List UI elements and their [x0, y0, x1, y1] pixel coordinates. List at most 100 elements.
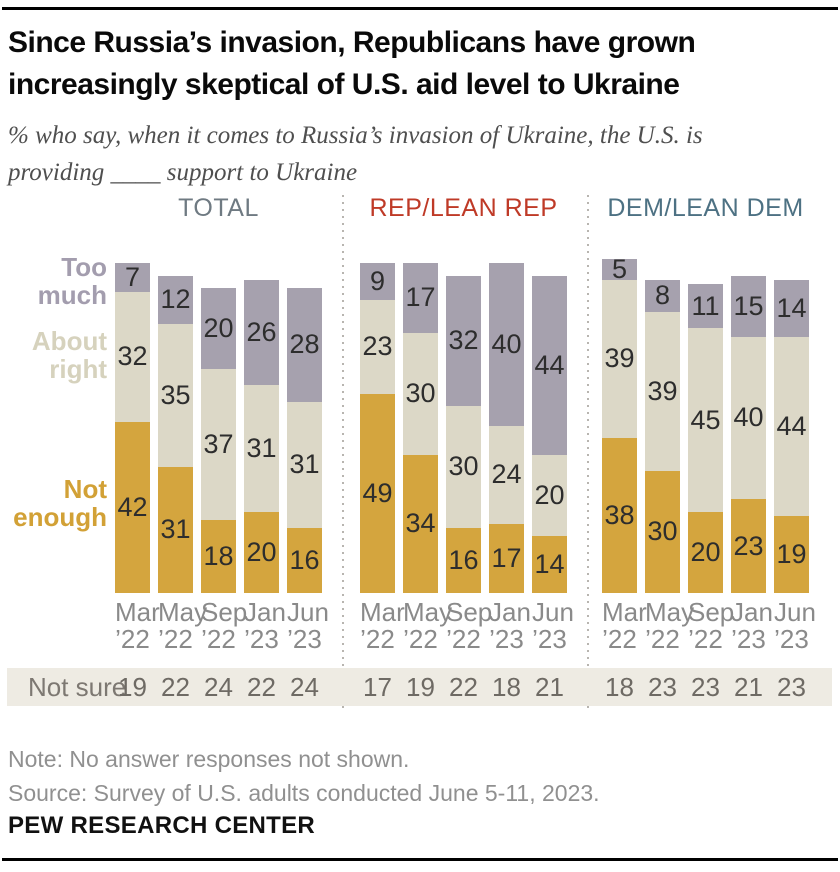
month-label: Mar ’22: [360, 597, 405, 654]
chart-area: Too much About right Not enough TOTAL 7 3…: [0, 195, 840, 655]
segment-value: 20: [246, 536, 277, 567]
panel-dem-bars: 5 39 38 8 39 30 11 45 20 15 40 23 14 44 19: [602, 225, 809, 593]
segment-not-enough: 30: [645, 470, 680, 593]
month-label: May ’22: [158, 597, 208, 654]
segment-not-enough: 14: [532, 536, 567, 593]
panel-rep-header: REP/LEAN REP: [369, 194, 558, 222]
segment-value: 12: [160, 284, 191, 315]
segment-value: 26: [246, 317, 277, 348]
segment-value: 19: [776, 538, 807, 569]
stacked-bar: 11 45 20: [688, 283, 723, 593]
segment-too-much: 40: [489, 263, 524, 427]
dotted-divider-1: [342, 195, 344, 709]
top-rule: [2, 7, 838, 10]
page-title-line-2: increasingly skeptical of U.S. aid level…: [8, 68, 680, 101]
segment-value: 31: [289, 449, 320, 480]
month-label: May ’22: [403, 597, 453, 654]
segment-too-much: 8: [645, 279, 680, 313]
month-label: Sep ’22: [201, 597, 248, 654]
stacked-bar: 5 39 38: [602, 255, 637, 593]
not-sure-value: 24: [204, 672, 233, 702]
segment-not-enough: 42: [115, 422, 150, 593]
segment-about-right: 31: [287, 401, 322, 528]
segment-value: 24: [491, 459, 522, 490]
segment-value: 15: [733, 290, 764, 321]
not-sure-value: 21: [535, 672, 564, 702]
not-sure-value: 24: [290, 672, 319, 702]
segment-value: 44: [776, 410, 807, 441]
month-label: Sep ’22: [446, 597, 493, 654]
not-sure-value: 22: [247, 672, 276, 702]
segment-not-enough: 17: [489, 523, 524, 593]
header: Since Russia’s invasion, Republicans hav…: [8, 22, 836, 191]
segment-about-right: 30: [403, 332, 438, 455]
category-label-gutter: Too much About right Not enough: [0, 195, 107, 655]
segment-not-enough: 16: [287, 527, 322, 593]
segment-not-enough: 49: [360, 393, 395, 593]
segment-about-right: 24: [489, 426, 524, 524]
month-label: May ’22: [645, 597, 695, 654]
segment-too-much: 12: [158, 275, 193, 325]
panel-total-bars: 7 32 42 12 35 31 20 37 18 26 31 20 28 31 16: [115, 225, 322, 593]
note-text: Note: No answer responses not shown.: [8, 746, 410, 772]
segment-too-much: 17: [403, 263, 438, 333]
segment-value: 11: [691, 290, 720, 321]
segment-too-much: 32: [446, 275, 481, 406]
segment-value: 5: [611, 253, 628, 284]
segment-value: 20: [690, 536, 721, 567]
month-label: Jun ’23: [287, 597, 329, 654]
segment-too-much: 28: [287, 287, 322, 402]
panel-dem-header: DEM/LEAN DEM: [607, 194, 804, 222]
panel-rep: REP/LEAN REP 9 23 49 17 30 34 32 30 16 40 24 17 44 20…: [360, 194, 574, 655]
not-sure-value: 22: [449, 672, 478, 702]
dotted-divider-2: [587, 195, 589, 709]
segment-about-right: 40: [731, 336, 766, 500]
segment-value: 7: [124, 262, 141, 293]
stacked-bar: 12 35 31: [158, 275, 193, 593]
segment-value: 42: [117, 492, 148, 523]
month-label: Jun ’23: [774, 597, 816, 654]
segment-too-much: 5: [602, 255, 637, 282]
segment-not-enough: 18: [201, 519, 236, 593]
segment-value: 30: [405, 378, 436, 409]
panel-dem-months: Mar ’22 May ’22 Sep ’22 Jan ’23 Jun ’23: [602, 597, 816, 654]
segment-not-enough: 23: [731, 499, 766, 593]
stacked-bar: 32 30 16: [446, 275, 481, 593]
segment-value: 23: [362, 331, 393, 362]
segment-value: 20: [534, 479, 565, 510]
not-sure-value: 21: [734, 672, 763, 702]
segment-value: 39: [647, 376, 678, 407]
segment-about-right: 23: [360, 299, 395, 394]
segment-not-enough: 34: [403, 454, 438, 593]
month-label: Mar ’22: [115, 597, 160, 654]
source-text: Source: Survey of U.S. adults conducted …: [8, 780, 600, 806]
not-sure-row: Not sure 19 22 24 22 24 17 19 22 18 21 18 23 23 21 23: [7, 668, 832, 706]
segment-value: 16: [448, 544, 479, 575]
segment-about-right: 39: [645, 312, 680, 471]
stacked-bar: 40 24 17: [489, 263, 524, 593]
month-label: Jan ’23: [489, 597, 531, 654]
segment-value: 17: [491, 542, 522, 573]
panel-rep-bars: 9 23 49 17 30 34 32 30 16 40 24 17 44 20 14: [360, 225, 567, 593]
stacked-bar: 17 30 34: [403, 263, 438, 593]
segment-value: 16: [289, 544, 320, 575]
segment-about-right: 30: [446, 405, 481, 528]
segment-value: 32: [448, 325, 479, 356]
segment-value: 32: [117, 341, 148, 372]
stacked-bar: 7 32 42: [115, 263, 150, 593]
panel-total-months: Mar ’22 May ’22 Sep ’22 Jan ’23 Jun ’23: [115, 597, 329, 654]
segment-value: 44: [534, 349, 565, 380]
month-label: Jun ’23: [532, 597, 574, 654]
stacked-bar: 28 31 16: [287, 287, 322, 593]
segment-too-much: 26: [244, 279, 279, 386]
not-sure-label: Not sure: [28, 672, 127, 702]
not-sure-value: 22: [161, 672, 190, 702]
segment-too-much: 11: [688, 283, 723, 329]
segment-about-right: 39: [602, 279, 637, 439]
month-label: Jan ’23: [731, 597, 773, 654]
segment-about-right: 45: [688, 328, 723, 512]
segment-value: 17: [405, 282, 436, 313]
segment-value: 8: [654, 280, 671, 311]
not-sure-value: 19: [118, 672, 147, 702]
